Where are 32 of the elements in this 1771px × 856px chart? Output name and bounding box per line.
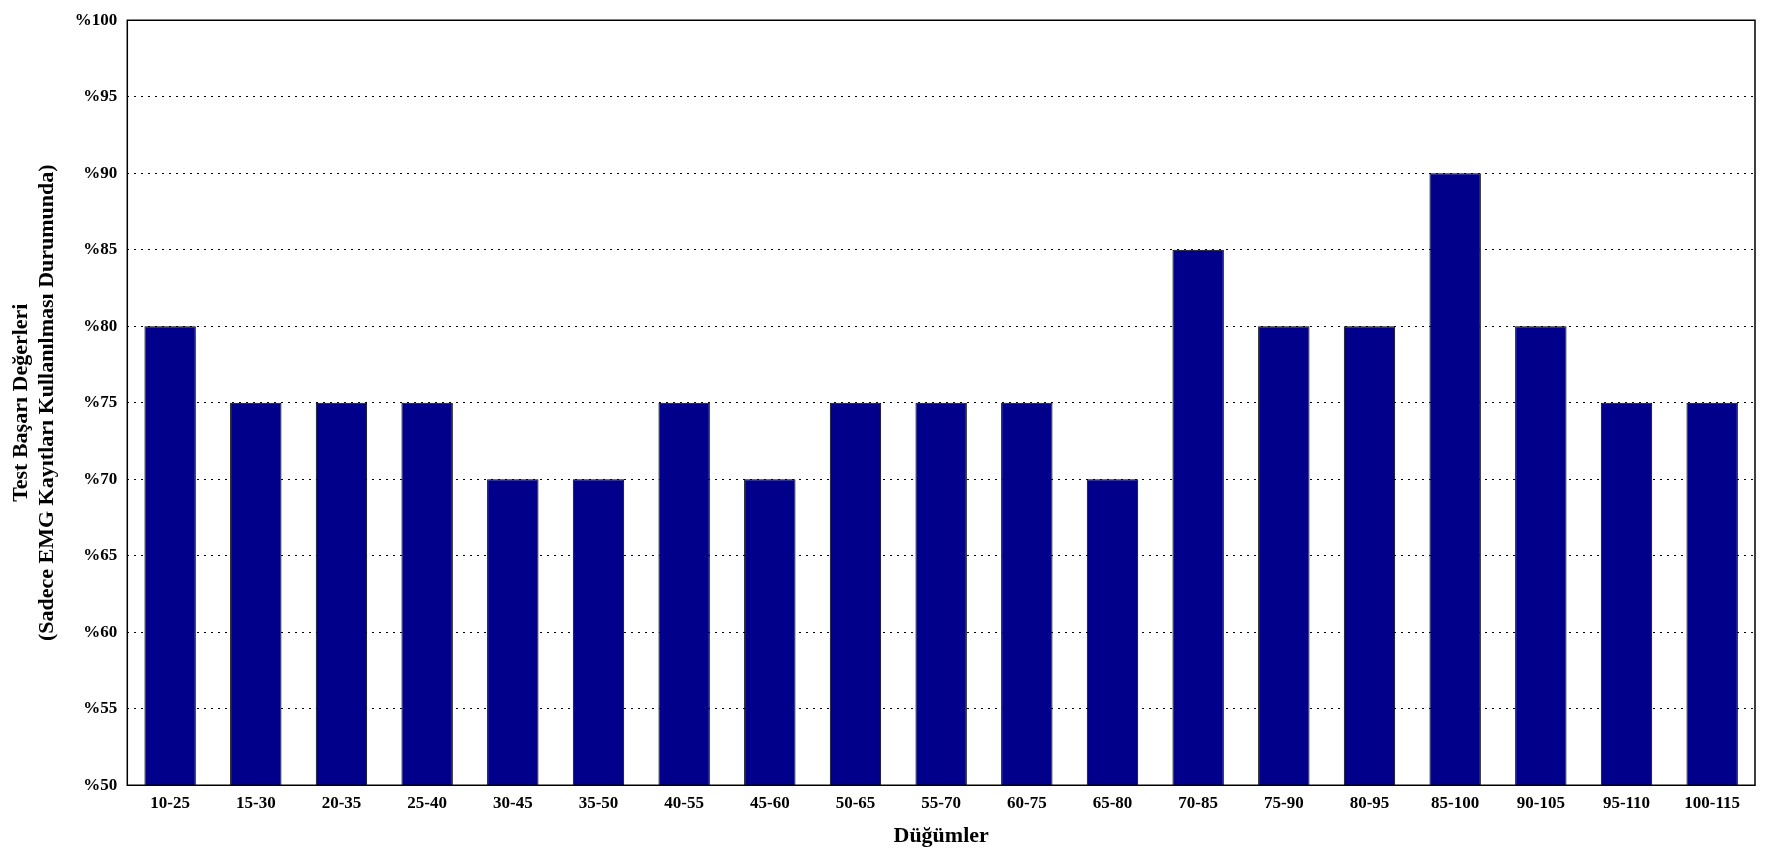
x-tick-label: 20-35 — [321, 792, 362, 812]
x-tick-label: 10-25 — [150, 792, 190, 812]
x-axis-title: Düğümler — [893, 822, 990, 848]
x-tick-label: 45-60 — [749, 792, 790, 812]
x-tick-label: 100-115 — [1684, 792, 1741, 812]
x-tick-label: 75-90 — [1263, 792, 1304, 812]
x-tick-label: 70-85 — [1178, 792, 1218, 812]
x-tick-label: 95-110 — [1602, 792, 1651, 812]
y-tick-label: %60 — [83, 621, 118, 641]
x-tick-label: 50-65 — [835, 792, 876, 812]
y-tick-label: %55 — [83, 698, 118, 718]
y-tick-label: %50 — [83, 774, 118, 794]
y-tick-label: %90 — [83, 162, 118, 182]
y-tick-label: %70 — [83, 468, 118, 488]
y-tick-label: %75 — [83, 392, 118, 412]
x-tick-label: 60-75 — [1006, 792, 1047, 812]
x-tick-label: 35-50 — [578, 792, 619, 812]
y-tick-label: %65 — [83, 545, 118, 565]
y-tick-label: %85 — [83, 239, 118, 259]
x-tick-label: 85-100 — [1431, 792, 1480, 812]
x-tick-label: 25-40 — [407, 792, 447, 812]
x-tick-label: 30-45 — [492, 792, 533, 812]
y-axis-title: Test Başarı Değerleri (Sadece EMG Kayıtları Kullanılması Durumunda) — [6, 164, 59, 642]
x-tick-label: 40-55 — [664, 792, 704, 812]
x-tick-label: 55-70 — [921, 792, 961, 812]
x-tick-label: 65-80 — [1092, 792, 1133, 812]
y-tick-label: %80 — [83, 315, 118, 335]
x-tick-label: 80-95 — [1349, 792, 1390, 812]
y-tick-label: %100 — [74, 9, 118, 29]
y-tick-label: %95 — [83, 86, 118, 106]
x-tick-label: 90-105 — [1516, 792, 1565, 812]
x-tick-label: 15-30 — [235, 792, 276, 812]
